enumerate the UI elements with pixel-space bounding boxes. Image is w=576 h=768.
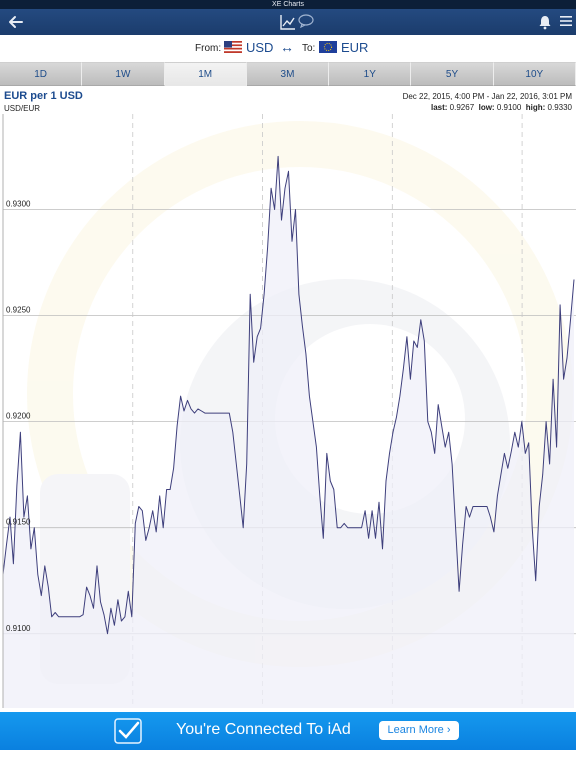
us-flag-icon — [224, 41, 242, 53]
line-chart-icon[interactable] — [280, 14, 296, 30]
currency-pair: USD/EUR — [4, 104, 41, 113]
low-label: low: — [478, 103, 495, 112]
nav-bar — [0, 9, 576, 35]
y-tick-label: 0.9150 — [6, 518, 31, 527]
tab-10y[interactable]: 10Y — [493, 62, 576, 86]
rate-area — [3, 156, 574, 708]
y-tick-label: 0.9100 — [6, 624, 31, 633]
back-arrow-icon[interactable] — [6, 12, 26, 32]
learn-more-button[interactable]: Learn More › — [379, 721, 459, 740]
bell-icon[interactable] — [537, 14, 553, 30]
learn-more-label: Learn More — [387, 724, 444, 736]
chevron-right-icon: › — [446, 724, 451, 736]
currency-converter-bar: From: USD ↔ To: EUR — [0, 35, 576, 63]
tab-1y[interactable]: 1Y — [329, 62, 412, 86]
chart-y-labels: 0.9300 0.9250 0.9200 0.9150 0.9100 — [6, 199, 31, 632]
date-range: Dec 22, 2015, 4:00 PM - Jan 22, 2016, 3:… — [402, 92, 572, 101]
tab-3m[interactable]: 3M — [246, 62, 330, 86]
status-bar: XE Charts — [0, 0, 576, 9]
ad-text: You're Connected To iAd — [176, 721, 351, 738]
last-label: last: — [430, 103, 448, 112]
chart-series — [2, 155, 575, 708]
y-tick-label: 0.9200 — [6, 412, 31, 421]
checkmark-icon — [114, 718, 142, 744]
tab-1d[interactable]: 1D — [0, 62, 83, 86]
chart-title: EUR per 1 USD — [4, 90, 83, 102]
eu-flag-icon — [319, 41, 337, 53]
swap-arrows-icon[interactable]: ↔ — [280, 39, 294, 55]
menu-icon[interactable] — [559, 14, 573, 28]
last-value: 0.9267 — [449, 103, 475, 112]
rate-chart[interactable]: 0.9300 0.9250 0.9200 0.9150 0.9100 — [0, 114, 576, 708]
chat-bubble-icon[interactable] — [298, 14, 314, 28]
from-label: From: — [195, 43, 222, 54]
y-tick-label: 0.9250 — [6, 306, 31, 315]
iad-banner[interactable]: You're Connected To iAd Learn More › — [0, 712, 576, 750]
to-label: To: — [302, 43, 316, 54]
bottom-whitespace — [0, 750, 576, 768]
tab-1m[interactable]: 1M — [164, 62, 247, 86]
high-label: high: — [525, 103, 546, 112]
chart-header: EUR per 1 USD USD/EUR Dec 22, 2015, 4:00… — [0, 88, 576, 114]
y-tick-label: 0.9300 — [6, 199, 31, 208]
status-title: XE Charts — [272, 1, 304, 8]
to-currency[interactable]: EUR — [341, 40, 369, 55]
tab-5y[interactable]: 5Y — [411, 62, 494, 86]
rate-stats: last: 0.9267 low: 0.9100 high: 0.9330 — [431, 103, 572, 112]
high-value: 0.9330 — [547, 103, 572, 112]
tab-1w[interactable]: 1W — [82, 62, 165, 86]
from-currency[interactable]: USD — [246, 40, 274, 55]
rate-line — [2, 155, 575, 635]
time-range-tabs: 1D 1W 1M 3M 1Y 5Y 10Y — [0, 62, 576, 86]
low-value: 0.9100 — [496, 103, 522, 112]
